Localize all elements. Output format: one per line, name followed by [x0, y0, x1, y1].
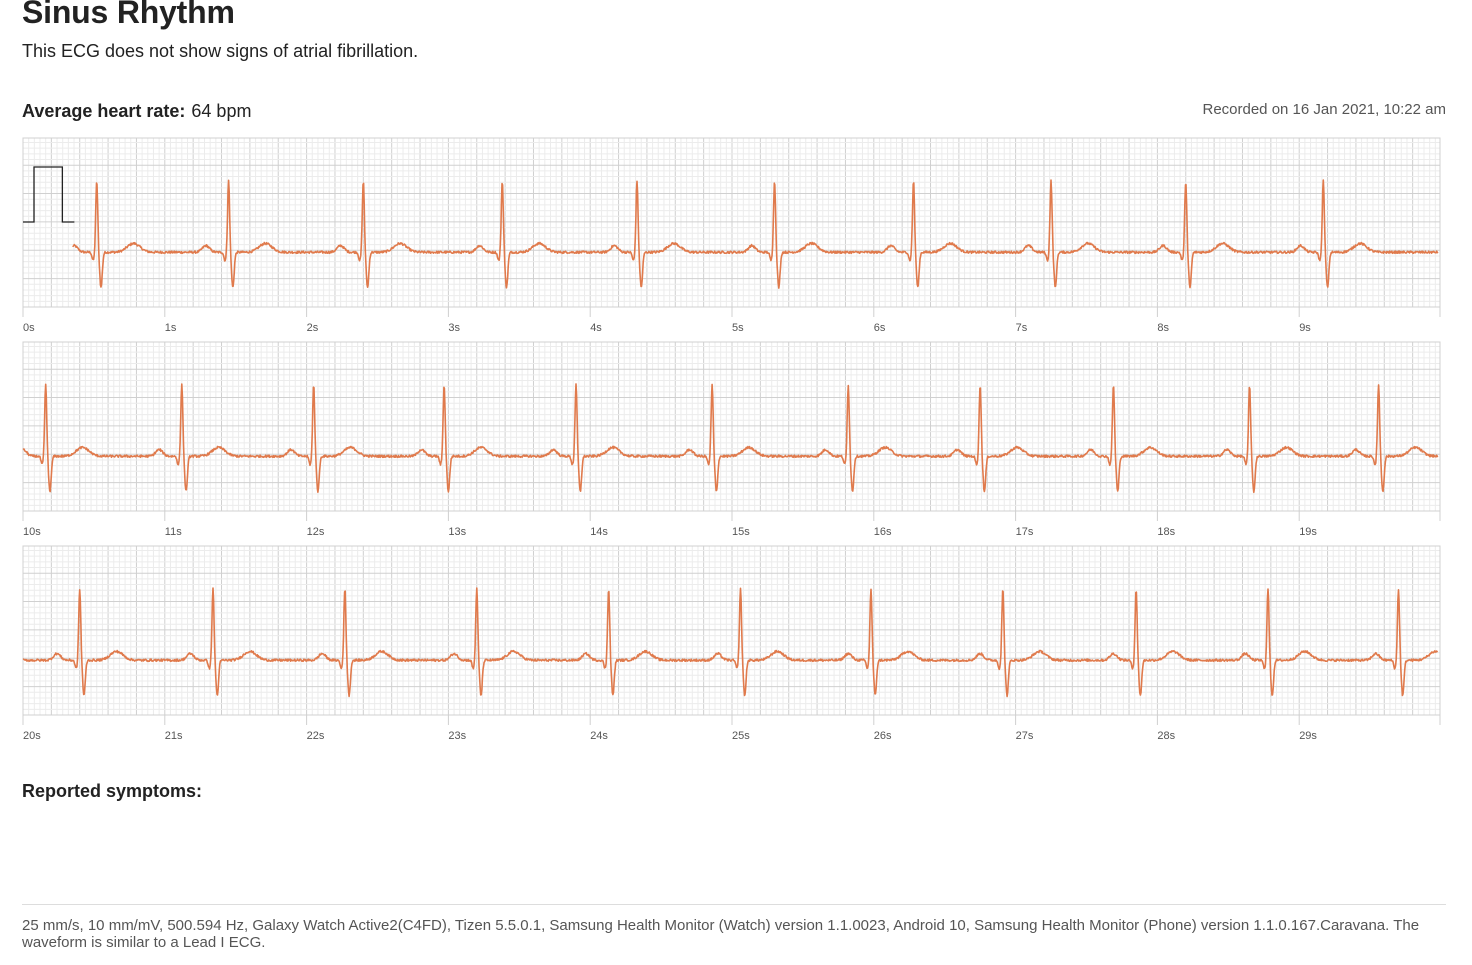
x-tick-label: 2s [307, 322, 319, 332]
ecg-strip-3: 20s 21s 22s 23s 24s 25s 26s 27s 28s 29s [22, 545, 1442, 740]
x-tick-label: 7s [1016, 322, 1028, 332]
x-tick-label: 1s [165, 322, 177, 332]
x-tick-label: 8s [1157, 322, 1169, 332]
x-tick-label: 19s [1299, 526, 1317, 536]
heart-rate-label: Average heart rate: [22, 101, 186, 121]
ecg-trace [72, 179, 1439, 289]
x-tick-label: 10s [23, 526, 41, 536]
ecg-grid [22, 341, 1441, 512]
x-tick-label: 0s [23, 322, 35, 332]
x-tick-label: 6s [874, 322, 886, 332]
x-tick-label: 29s [1299, 730, 1317, 740]
ecg-grid [22, 545, 1441, 716]
x-tick-label: 28s [1157, 730, 1175, 740]
diagnosis-subtitle: This ECG does not show signs of atrial f… [22, 41, 419, 61]
ecg-strip-1-svg: 0s 1s 2s 3s 4s 5s 6s 7s 8s 9s [22, 137, 1441, 332]
page-title: Sinus Rhythm [22, 0, 235, 30]
ecg-strip-2-svg: 10s 11s 12s 13s 14s 15s 16s 17s 18s 19s [22, 341, 1441, 536]
calibration-pulse [23, 166, 75, 223]
x-tick-label: 21s [165, 730, 183, 740]
x-tick-label: 16s [874, 526, 892, 536]
x-tick-label: 14s [590, 526, 608, 536]
x-tick-label: 17s [1016, 526, 1034, 536]
heart-rate-value: 64 bpm [191, 101, 252, 121]
reported-symptoms-label: Reported symptoms: [22, 781, 203, 801]
x-tick-label: 23s [448, 730, 466, 740]
ecg-grid [22, 137, 1441, 308]
x-tick-label: 3s [448, 322, 460, 332]
footer-divider [22, 904, 1446, 905]
x-tick-label: 25s [732, 730, 750, 740]
ecg-trace [22, 587, 1439, 698]
x-tick-label: 27s [1016, 730, 1034, 740]
x-tick-label: 13s [448, 526, 466, 536]
x-tick-label: 11s [165, 526, 182, 536]
ecg-strip-3-svg: 20s 21s 22s 23s 24s 25s 26s 27s 28s 29s [22, 545, 1441, 740]
x-tick-label: 20s [23, 730, 41, 740]
ecg-strip-2: 10s 11s 12s 13s 14s 15s 16s 17s 18s 19s [22, 341, 1442, 536]
average-heart-rate: Average heart rate: 64 bpm [22, 101, 251, 122]
x-tick-label: 18s [1157, 526, 1175, 536]
x-tick-label: 12s [307, 526, 325, 536]
ecg-trace [22, 383, 1439, 494]
device-info-footer: 25 mm/s, 10 mm/mV, 500.594 Hz, Galaxy Wa… [22, 917, 1420, 951]
x-tick-label: 5s [732, 322, 744, 332]
x-tick-label: 15s [732, 526, 750, 536]
x-tick-label: 26s [874, 730, 892, 740]
x-tick-label: 4s [590, 322, 602, 332]
recorded-timestamp: Recorded on 16 Jan 2021, 10:22 am [1202, 101, 1446, 118]
x-tick-label: 24s [590, 730, 608, 740]
ecg-strip-1: 0s 1s 2s 3s 4s 5s 6s 7s 8s 9s [22, 137, 1442, 332]
x-tick-label: 22s [307, 730, 325, 740]
x-tick-label: 9s [1299, 322, 1311, 332]
